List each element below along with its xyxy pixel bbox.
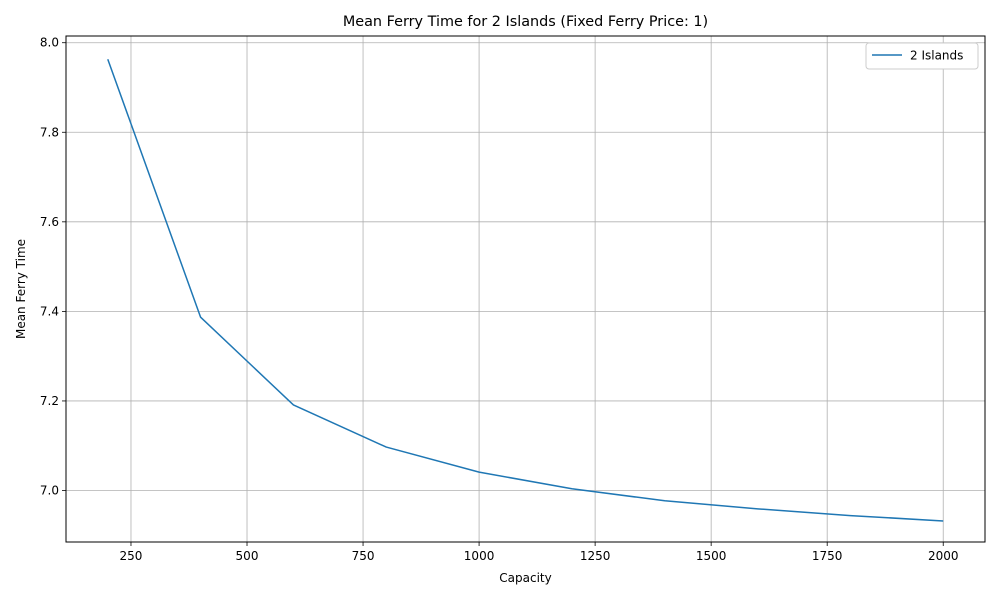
- x-axis-title: Capacity: [499, 571, 551, 585]
- x-tick-label: 1250: [580, 549, 611, 563]
- x-tick-label: 500: [236, 549, 259, 563]
- chart-title: Mean Ferry Time for 2 Islands (Fixed Fer…: [343, 14, 708, 30]
- x-tick-label: 250: [120, 549, 143, 563]
- y-tick-label: 7.2: [40, 394, 59, 408]
- legend-box: [865, 42, 979, 70]
- x-axis: 250 500 750 1000 1250 1500 1750 2000: [120, 542, 959, 563]
- x-tick-label: 1500: [696, 549, 727, 563]
- x-tick-label: 2000: [928, 549, 959, 563]
- x-tick-label: 1000: [464, 549, 495, 563]
- y-axis: 7.0 7.2 7.4 7.6 7.8 8.0: [40, 36, 66, 498]
- y-tick-label: 7.4: [40, 304, 59, 318]
- grid-lines: [66, 36, 985, 542]
- y-tick-label: 7.0: [40, 484, 59, 498]
- series-line-2-islands: [107, 59, 944, 522]
- y-tick-label: 8.0: [40, 36, 59, 50]
- plot-frame: [65, 35, 986, 543]
- y-tick-label: 7.6: [40, 215, 59, 229]
- legend-label-2-islands: 2 Islands: [910, 49, 963, 63]
- x-tick-label: 1750: [812, 549, 843, 563]
- y-tick-label: 7.8: [40, 125, 59, 139]
- series-layer: [107, 59, 944, 522]
- legend: 2 Islands: [865, 42, 979, 70]
- x-tick-label: 750: [352, 549, 375, 563]
- y-axis-title: Mean Ferry Time: [14, 239, 28, 339]
